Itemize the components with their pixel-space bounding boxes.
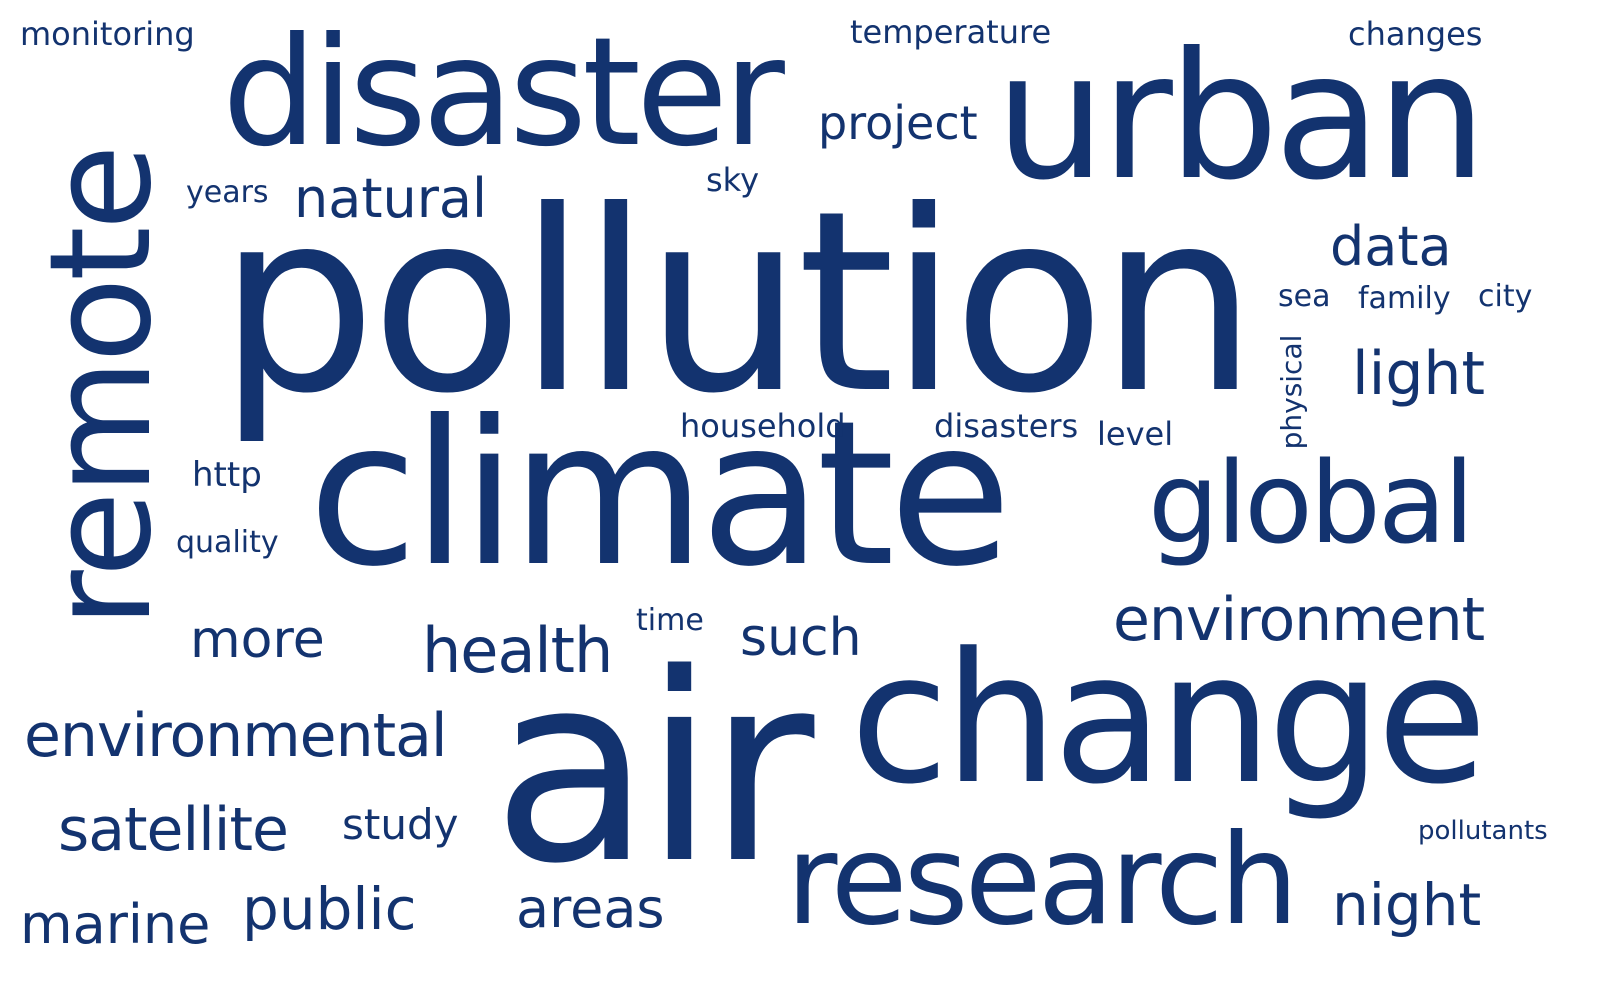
word-night: night [1332,871,1482,939]
word-marine: marine [20,893,211,956]
word-air: air [492,619,814,921]
word-more: more [190,610,325,670]
word-research: research [786,808,1299,953]
word-monitoring: monitoring [20,15,195,53]
word-physical: physical [1275,334,1308,450]
word-city: city [1478,279,1533,314]
word-areas: areas [516,877,665,940]
word-http: http [192,455,262,495]
word-pollution: pollution [218,157,1258,448]
word-global: global [1148,439,1475,569]
word-satellite: satellite [58,795,289,865]
word-climate: climate [308,378,1012,611]
word-urban: urban [995,16,1487,219]
word-disaster: disaster [222,6,785,180]
word-household: household [680,407,846,445]
word-natural: natural [294,167,488,230]
word-data: data [1330,215,1452,278]
word-sea: sea [1278,279,1331,314]
word-light: light [1352,339,1485,409]
word-environmental: environmental [24,701,448,771]
word-public: public [242,875,417,943]
word-sky: sky [706,161,759,199]
word-disasters: disasters [934,407,1079,445]
word-changes: changes [1348,15,1483,53]
word-time: time [636,603,704,638]
word-quality: quality [176,525,279,560]
word-study: study [342,800,459,849]
word-change: change [850,615,1487,824]
word-family: family [1358,281,1451,316]
word-level: level [1097,415,1174,453]
word-project: project [818,96,978,150]
word-temperature: temperature [850,13,1052,51]
word-pollutants: pollutants [1418,816,1548,846]
word-health: health [422,614,613,687]
word-years: years [186,175,269,210]
word-such: such [740,608,862,668]
word-environment: environment [1113,585,1485,655]
word-remote: remote [20,148,183,628]
